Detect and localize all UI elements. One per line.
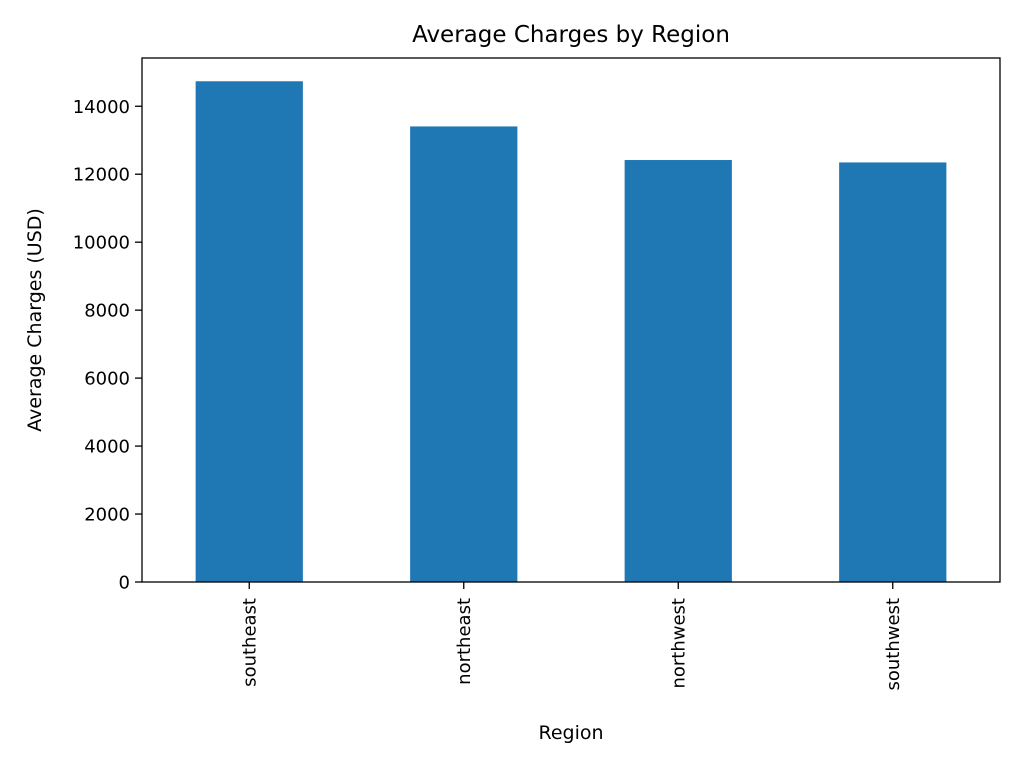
y-tick-label: 0 (119, 573, 130, 594)
plot-area-frame (141, 57, 1001, 583)
x-tick-label: northeast (454, 598, 475, 685)
y-tick-label: 12000 (73, 165, 130, 186)
y-tick-label: 2000 (84, 505, 130, 526)
x-axis-ticks: southeast northeast northwest southwest (239, 582, 904, 691)
x-tick-label: southwest (883, 598, 904, 691)
y-tick-label: 8000 (84, 301, 130, 322)
bars-layer (195, 81, 947, 583)
y-tick-label: 4000 (84, 437, 130, 458)
bar-southeast (195, 81, 303, 582)
x-tick-label: northwest (668, 598, 689, 689)
y-axis-title: Average Charges (USD) (24, 208, 46, 432)
bar-northeast (410, 126, 518, 583)
x-tick-label: southeast (239, 598, 260, 687)
chart-title: Average Charges by Region (412, 22, 730, 48)
bar-northwest (624, 160, 732, 582)
y-tick-label: 10000 (73, 233, 130, 254)
x-axis-title: Region (538, 722, 603, 744)
bar-southwest (839, 162, 947, 582)
y-tick-label: 14000 (73, 97, 130, 118)
y-tick-label: 6000 (84, 369, 130, 390)
y-axis-ticks: 0 2000 4000 6000 8000 10000 12000 14000 (73, 97, 142, 594)
